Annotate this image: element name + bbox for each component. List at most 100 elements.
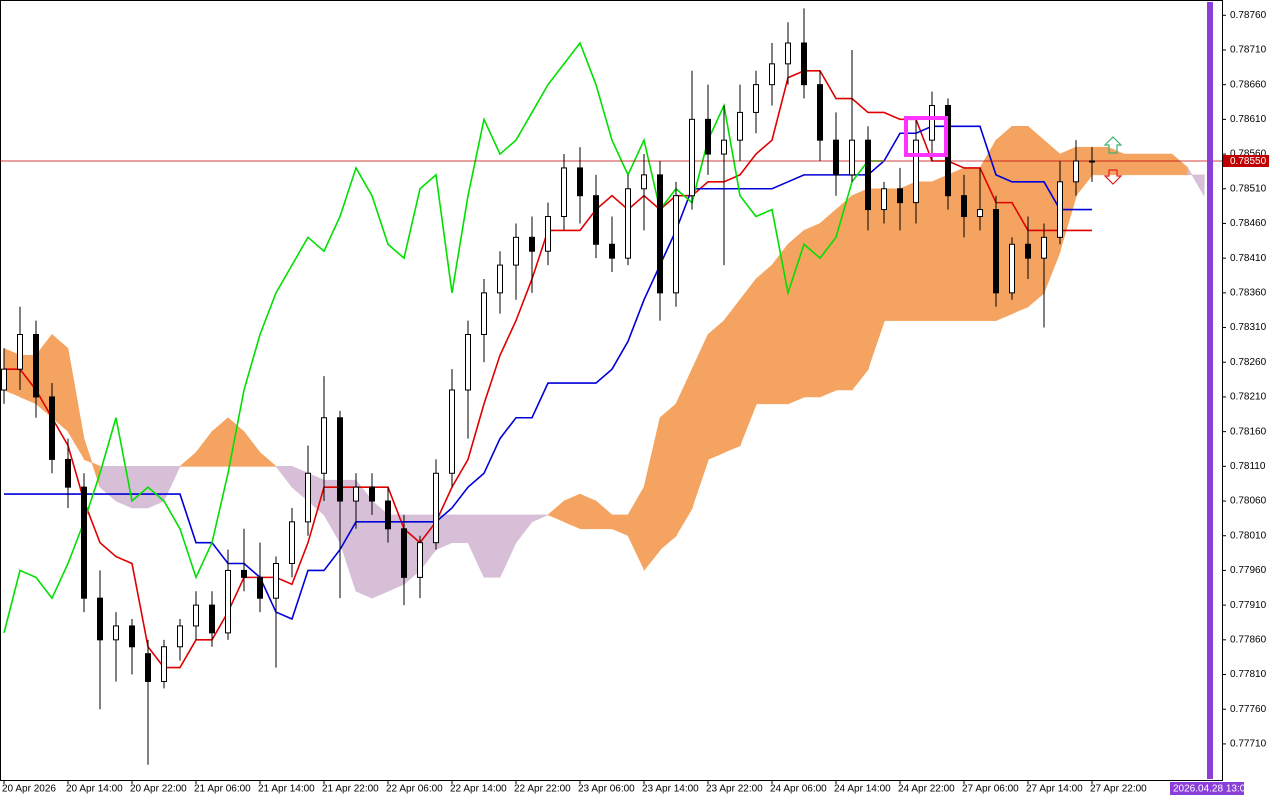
candle-body bbox=[993, 209, 999, 294]
candle-body bbox=[865, 139, 871, 211]
candle-body bbox=[241, 569, 247, 578]
cloud-segment bbox=[451, 514, 469, 543]
y-tick-label: 0.78310 bbox=[1230, 322, 1267, 333]
x-tick-label: 27 Apr 14:00 bbox=[1026, 784, 1083, 795]
candle-body bbox=[641, 174, 647, 190]
candle-body bbox=[321, 417, 327, 474]
candle-body bbox=[129, 625, 135, 648]
candle-body bbox=[529, 236, 535, 252]
y-tick-label: 0.78410 bbox=[1230, 253, 1267, 264]
x-tick-label: 23 Apr 14:00 bbox=[642, 784, 699, 795]
candle-body bbox=[1025, 243, 1031, 259]
cloud-segment bbox=[1155, 153, 1173, 176]
candle-body bbox=[257, 576, 263, 599]
x-tick-label: 23 Apr 22:00 bbox=[706, 784, 763, 795]
candle-body bbox=[337, 417, 343, 502]
cloud-segment bbox=[723, 298, 741, 453]
cloud-segment bbox=[1123, 153, 1141, 176]
candle-body bbox=[753, 84, 759, 113]
candle-body bbox=[273, 562, 279, 599]
candle-body bbox=[961, 195, 967, 218]
x-tick-label: 27 Apr 22:00 bbox=[1090, 784, 1147, 795]
y-tick-label: 0.78060 bbox=[1230, 496, 1267, 507]
x-tick-label: 22 Apr 14:00 bbox=[450, 784, 507, 795]
cloud-segment bbox=[963, 167, 981, 321]
candle-body bbox=[577, 167, 583, 197]
candle-body bbox=[305, 472, 311, 523]
candle-body bbox=[785, 42, 791, 65]
candle-body bbox=[225, 569, 231, 634]
candle-body bbox=[369, 486, 375, 502]
candle-body bbox=[385, 500, 391, 530]
candle-body bbox=[49, 396, 55, 460]
candle-body bbox=[1073, 160, 1079, 183]
candle-body bbox=[913, 139, 919, 204]
candle-body bbox=[817, 84, 823, 141]
x-tick-label: 20 Apr 2026 bbox=[2, 784, 56, 795]
y-tick-label: 0.77810 bbox=[1230, 669, 1267, 680]
cloud-segment bbox=[1187, 166, 1205, 197]
candle-body bbox=[81, 486, 87, 599]
x-tick-label: 27 Apr 06:00 bbox=[962, 784, 1019, 795]
cloud-segment bbox=[131, 466, 149, 509]
cloud-segment bbox=[483, 514, 501, 578]
cursor-time-tag bbox=[1170, 782, 1244, 795]
candles bbox=[1, 8, 1095, 765]
ichimoku-cloud bbox=[3, 125, 1205, 599]
candle-body bbox=[593, 195, 599, 245]
last-price-label: 0.78550 bbox=[1230, 156, 1267, 167]
candle-body bbox=[433, 472, 439, 544]
candle-body bbox=[161, 646, 167, 682]
candle-body bbox=[465, 333, 471, 391]
y-tick-label: 0.78760 bbox=[1230, 10, 1267, 21]
candle-body bbox=[721, 139, 727, 155]
y-tick-label: 0.78710 bbox=[1230, 45, 1267, 56]
cloud-segment bbox=[1027, 125, 1045, 308]
candle-body bbox=[33, 333, 39, 398]
y-tick-label: 0.78210 bbox=[1230, 392, 1267, 403]
y-tick-label: 0.77860 bbox=[1230, 634, 1267, 645]
price-axis-bg bbox=[1223, 0, 1280, 781]
candle-body bbox=[289, 521, 295, 564]
down-arrow bbox=[1103, 169, 1123, 185]
x-tick-label: 24 Apr 22:00 bbox=[898, 784, 955, 795]
cloud-segment bbox=[163, 466, 181, 502]
candle-body bbox=[545, 216, 551, 252]
candle-body bbox=[657, 174, 663, 294]
kijun-sen-line bbox=[4, 125, 1092, 621]
cursor-time-label: 2026.04.28 13:00 bbox=[1173, 784, 1251, 795]
cloud-segment bbox=[675, 369, 693, 537]
candle-body bbox=[849, 139, 855, 176]
y-tick-label: 0.78610 bbox=[1230, 114, 1267, 125]
y-tick-label: 0.78360 bbox=[1230, 287, 1267, 298]
candle-body bbox=[977, 209, 983, 218]
candle-body bbox=[113, 625, 119, 641]
x-tick-label: 22 Apr 22:00 bbox=[514, 784, 571, 795]
cloud-segment bbox=[931, 174, 949, 321]
candle-body bbox=[929, 104, 935, 141]
cloud-segment bbox=[147, 466, 165, 509]
candle-body bbox=[481, 292, 487, 335]
x-tick-label: 21 Apr 14:00 bbox=[258, 784, 315, 795]
x-tick-label: 21 Apr 06:00 bbox=[194, 784, 251, 795]
candle-body bbox=[801, 42, 807, 86]
candle-body bbox=[1041, 236, 1047, 259]
candle-body bbox=[689, 118, 695, 197]
cloud-segment bbox=[755, 264, 773, 405]
overlay bbox=[904, 116, 1123, 185]
candle-body bbox=[705, 118, 711, 155]
cloud-segment bbox=[771, 243, 789, 405]
y-tick-label: 0.78560 bbox=[1230, 149, 1267, 160]
last-price-tag bbox=[1223, 154, 1269, 167]
x-tick-label: 24 Apr 06:00 bbox=[770, 784, 827, 795]
candle-body bbox=[897, 188, 903, 204]
candle-body bbox=[145, 653, 151, 682]
candle-body bbox=[673, 195, 679, 294]
candle-body bbox=[769, 63, 775, 86]
x-tick-label: 21 Apr 22:00 bbox=[322, 784, 379, 795]
y-tick-label: 0.78110 bbox=[1230, 461, 1266, 472]
y-tick-label: 0.78260 bbox=[1230, 357, 1267, 368]
candle-body bbox=[17, 333, 23, 370]
